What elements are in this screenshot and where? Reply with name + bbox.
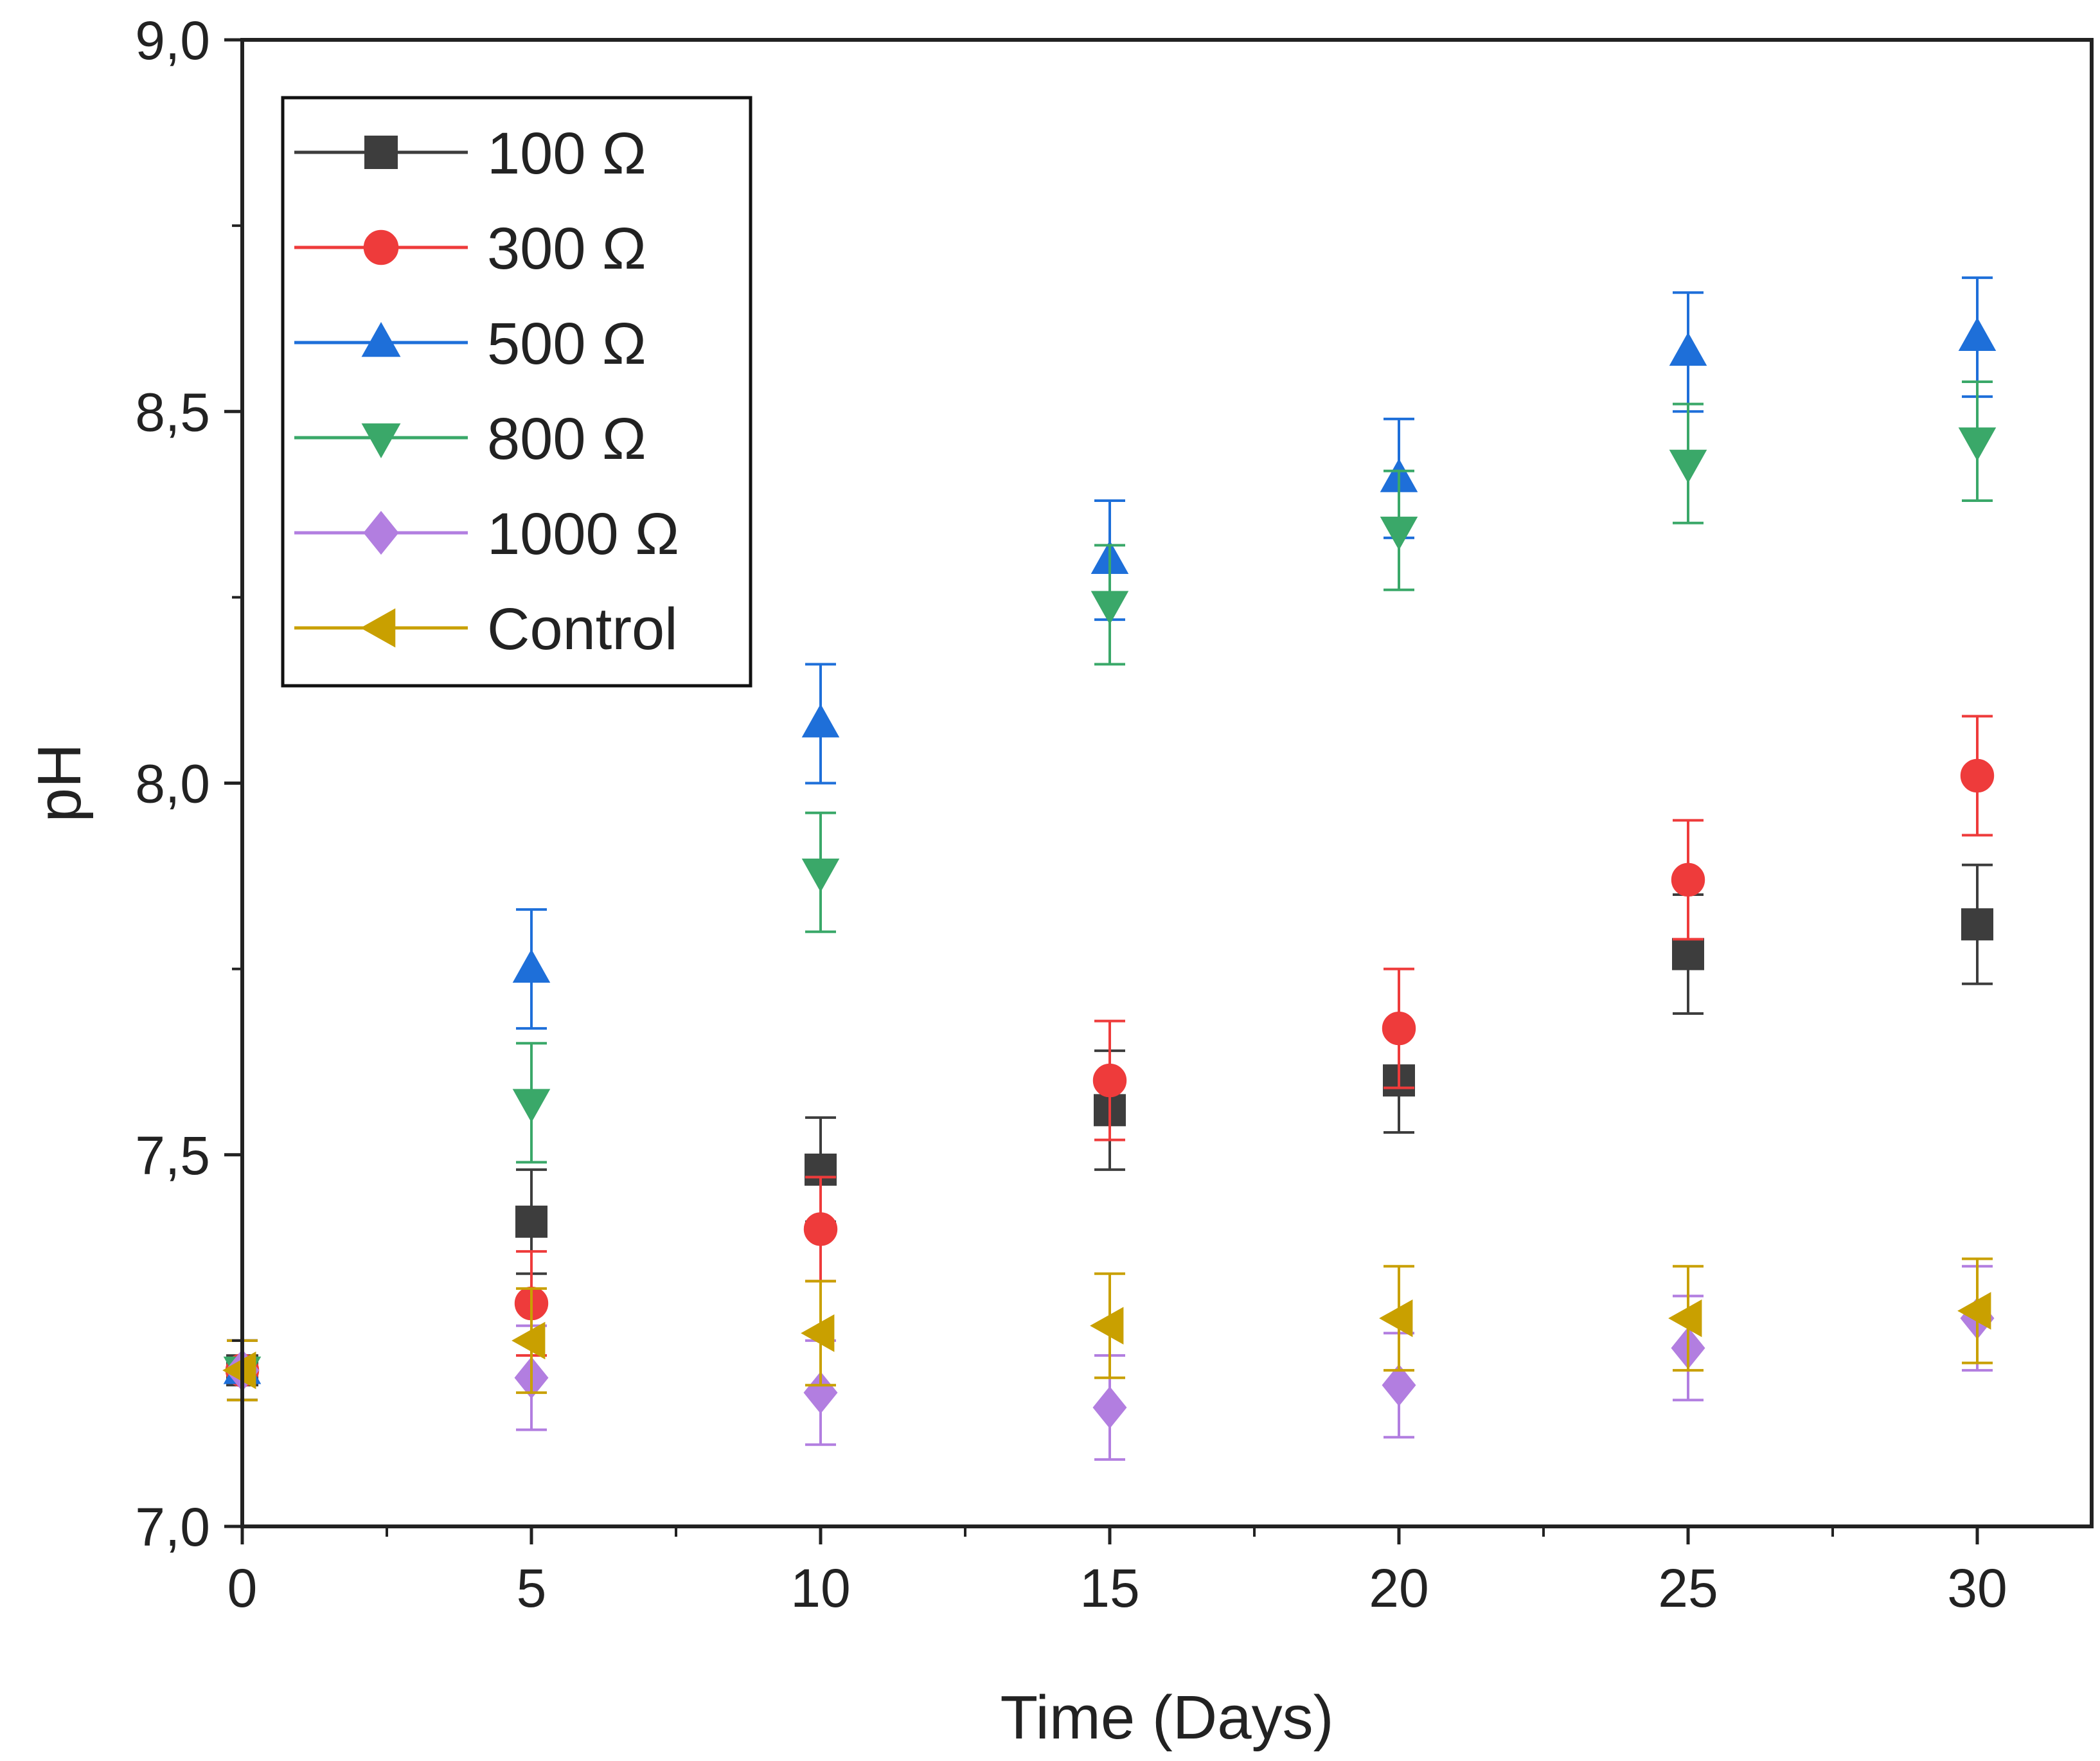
data-point — [1960, 758, 1995, 793]
y-tick-label: 7,0 — [135, 1497, 210, 1557]
data-point — [1671, 863, 1705, 897]
legend-label: 300 Ω — [487, 216, 646, 282]
data-point — [1957, 1292, 1991, 1330]
x-tick-label: 20 — [1369, 1558, 1428, 1618]
data-point — [1090, 591, 1129, 625]
x-tick-label: 30 — [1947, 1558, 2007, 1618]
y-axis-title: pH — [25, 744, 94, 823]
data-point — [512, 949, 551, 983]
data-point — [222, 1351, 256, 1390]
data-point — [803, 1212, 838, 1246]
x-axis-title: Time (Days) — [1000, 1683, 1333, 1752]
data-point — [512, 1089, 551, 1123]
legend-box — [281, 96, 752, 688]
legend-marker — [363, 510, 399, 555]
y-tick-label: 8,5 — [135, 382, 210, 442]
data-point — [1382, 1011, 1416, 1046]
data-point — [1958, 317, 1997, 351]
data-point — [1668, 1299, 1702, 1337]
x-tick-label: 10 — [790, 1558, 850, 1618]
data-point — [1379, 1299, 1413, 1337]
legend-item: 1000 Ω — [294, 501, 679, 567]
data-point — [515, 1205, 547, 1238]
legend: 100 Ω 300 Ω 500 Ω 800 Ω 1000 Ω Control — [281, 96, 752, 688]
legend-marker — [361, 321, 401, 357]
data-point — [1961, 908, 1993, 941]
y-tick-label: 7,5 — [135, 1125, 210, 1186]
legend-marker — [360, 608, 396, 648]
x-tick-label: 15 — [1080, 1558, 1139, 1618]
legend-label: 100 Ω — [487, 121, 646, 186]
legend-item: 300 Ω — [294, 216, 646, 282]
data-point — [801, 858, 840, 893]
series-6 — [222, 1257, 1993, 1402]
data-point — [1669, 332, 1707, 366]
data-point — [1092, 1063, 1127, 1098]
legend-label: 1000 Ω — [487, 501, 679, 567]
legend-marker — [363, 229, 399, 265]
x-tick-label: 5 — [517, 1558, 547, 1618]
data-point — [1672, 938, 1704, 970]
x-tick-label: 25 — [1658, 1558, 1718, 1618]
data-point — [1380, 516, 1418, 551]
series-layer — [222, 276, 1997, 1461]
data-point — [1382, 1364, 1416, 1407]
data-point — [512, 1321, 546, 1360]
legend-marker — [364, 136, 398, 169]
legend-marker — [361, 423, 401, 459]
y-tick-label: 8,0 — [135, 754, 210, 814]
data-point — [1958, 427, 1997, 461]
legend-label: 500 Ω — [487, 311, 646, 377]
data-point — [1092, 1386, 1127, 1429]
axes-layer: 0 5 10 15 20 25 30 7,0 7,5 8,0 8,5 9,0 — [135, 10, 2007, 1618]
x-tick-label: 0 — [227, 1558, 258, 1618]
legend-item: 100 Ω — [294, 121, 646, 186]
legend-label: Control — [487, 596, 678, 662]
legend-item: 800 Ω — [294, 406, 646, 472]
legend-item: 500 Ω — [294, 311, 646, 377]
data-point — [801, 1314, 835, 1352]
legend-label: 800 Ω — [487, 406, 646, 472]
y-tick-label: 9,0 — [135, 10, 210, 71]
data-point — [1669, 449, 1707, 484]
data-point — [1090, 1307, 1124, 1345]
legend-item: Control — [294, 596, 678, 662]
data-point — [801, 704, 840, 738]
